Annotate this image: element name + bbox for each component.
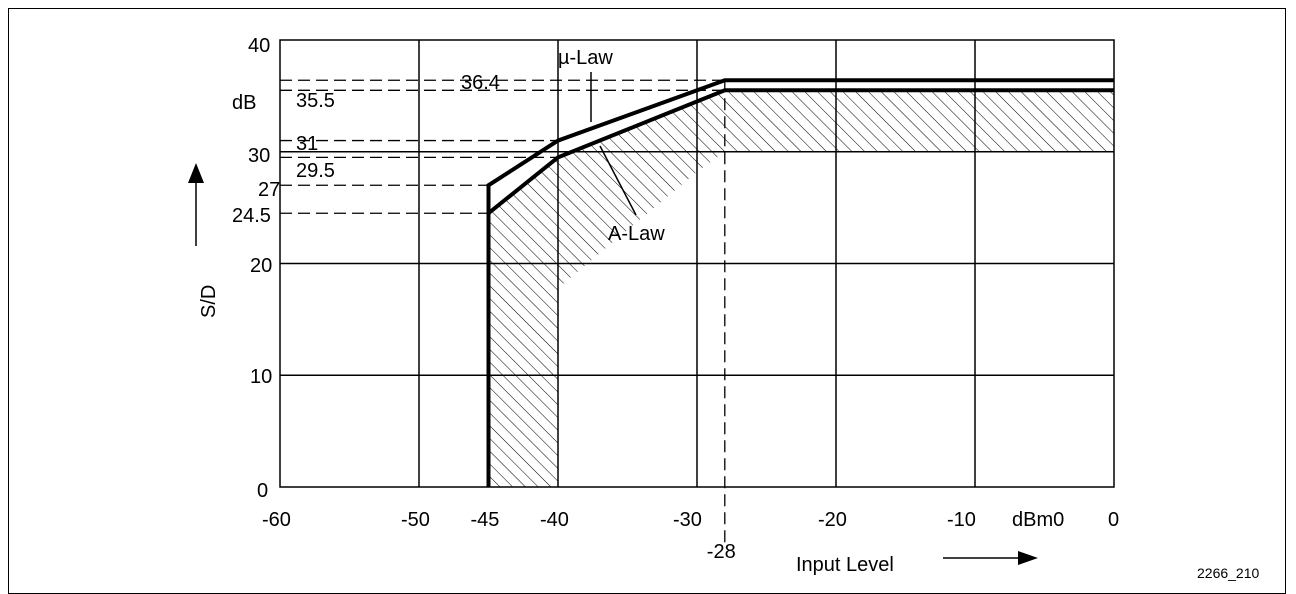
x-tick-label: -30: [673, 509, 702, 531]
x-tick-label: -28: [707, 541, 736, 563]
x-tick-label: -45: [471, 509, 500, 531]
value-annotation: 29.5: [296, 160, 335, 182]
hatched-region: [488, 90, 1114, 487]
y-tick-label: 27: [258, 179, 280, 201]
x-tick-label: -10: [947, 509, 976, 531]
y-axis-arrow: [188, 163, 204, 246]
x-tick-label: -50: [401, 509, 430, 531]
value-annotation: 35.5: [296, 90, 335, 112]
value-annotation: 36.4: [461, 72, 500, 94]
y-tick-label: 20: [250, 255, 272, 277]
value-annotation: 31: [296, 133, 318, 155]
dB-unit-label: dB: [232, 92, 256, 114]
y-tick-label: 0: [257, 480, 268, 502]
series-label-mu-law: µ-Law: [558, 47, 613, 69]
figure-id: 2266_210: [1197, 565, 1260, 581]
y-tick-label: 40: [248, 35, 270, 57]
y-tick-label: 30: [248, 145, 270, 167]
x-tick-label: -60: [262, 509, 291, 531]
x-unit-label: dBm0: [1012, 509, 1064, 531]
y-tick-label: 24.5: [232, 205, 271, 227]
a-law-leader-line: [599, 145, 637, 216]
y-tick-label: 10: [250, 366, 272, 388]
series-label-a-law: A-Law: [608, 223, 665, 245]
x-axis-arrow: [943, 551, 1038, 565]
x-tick-label: 0: [1108, 509, 1119, 531]
x-axis-title: Input Level: [796, 554, 894, 576]
series-line-a-law: [486, 88, 1114, 487]
x-tick-label: -20: [818, 509, 847, 531]
y-axis-title: S/D: [198, 285, 220, 318]
x-tick-label: -40: [540, 509, 569, 531]
